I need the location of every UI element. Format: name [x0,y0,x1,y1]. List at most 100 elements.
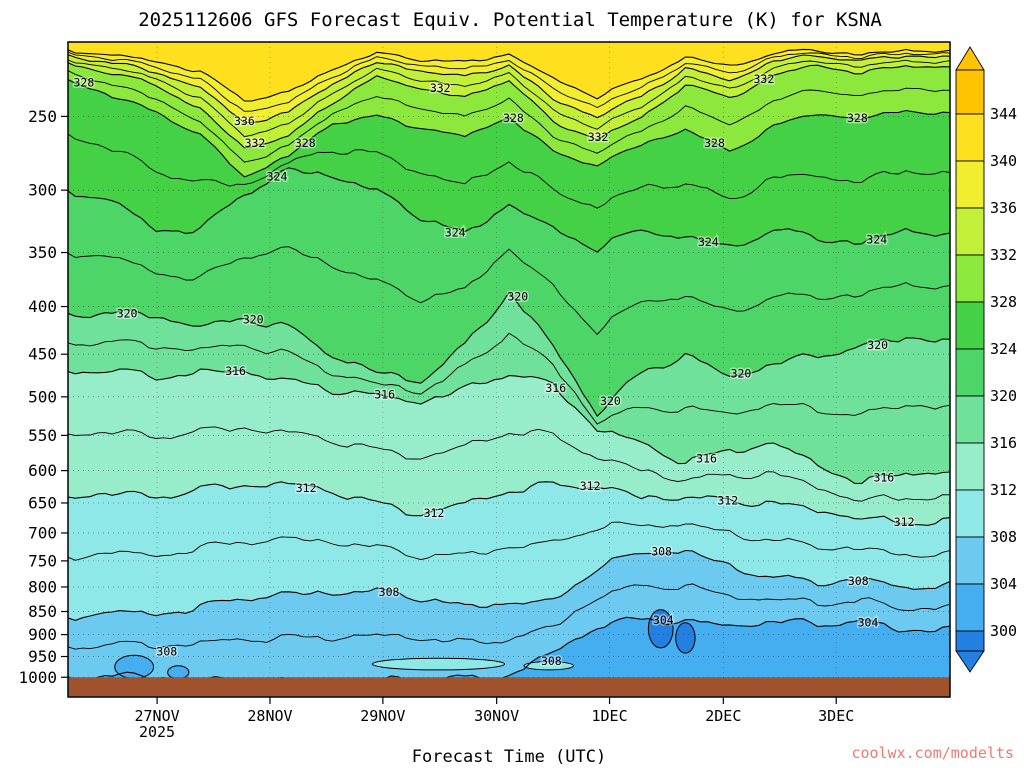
contour-label-304: 304 [858,615,879,629]
contour-label-320: 320 [117,307,138,321]
contour-label-328: 328 [847,111,868,125]
contour-label-308: 308 [848,574,869,588]
contour-label-312: 312 [580,479,601,493]
colorbar-segment [955,254,985,303]
y-tick-label: 700 [28,523,57,542]
contour-label-328: 328 [704,136,725,150]
plot-frame [67,41,951,698]
contour-label-328: 328 [73,76,94,90]
colorbar-tick-label: 300 [990,622,1017,640]
x-tick-label: 30NOV [474,707,519,725]
plot-area: 328 328 328 328 328 336 332 332 332 332 324 324 324 3… [68,42,950,697]
colorbar-segment [955,442,985,491]
x-axis-year-label: 2025 [139,723,175,741]
x-axis-label: Forecast Time (UTC) [412,747,606,767]
y-tick-label: 750 [28,551,57,570]
contour-label-312: 312 [424,506,445,520]
contour-label-332: 332 [588,130,609,144]
contour-label-324: 324 [866,233,887,247]
contour-pockets [114,609,696,680]
fill-band-above-340 [68,42,950,101]
contour-line-308 [68,549,950,621]
y-tick-label: 850 [28,602,57,621]
contour-label-308: 308 [541,654,562,668]
contour-label-304: 304 [653,613,674,627]
contour-line-330 [68,70,950,163]
contour-pocket [371,657,506,671]
y-tick-label: 950 [28,647,57,666]
contour-label-328: 328 [295,136,316,150]
contour-label-312: 312 [894,515,915,529]
contour-label-332: 332 [245,136,266,150]
contour-label-332: 332 [754,72,775,86]
contour-label-332: 332 [430,81,451,95]
y-tick-label: 300 [28,181,57,200]
colorbar-segment [955,301,985,350]
contour-pocket [523,661,574,671]
colorbar-tick-label: 308 [990,528,1017,546]
contour-label-324: 324 [698,235,719,249]
colorbar-tick-label: 320 [990,387,1017,405]
x-tick-label: 3DEC [818,707,854,725]
colorbar: 344 340 336 332 328 324 320 316 312 308 304 300 [955,46,1017,673]
contour-line-320 [68,291,950,417]
colorbar-tick-label: 312 [990,481,1017,499]
contour-line-310 [68,521,950,561]
chart-title: 2025112606 GFS Forecast Equiv. Potential… [138,9,882,31]
y-tick-label: 350 [28,243,57,262]
colorbar-tick-label: 340 [990,152,1017,170]
contour-label-324: 324 [267,169,288,183]
contour-label-316: 316 [374,387,395,401]
contour-label-328: 328 [503,111,524,125]
colorbar-segment [955,583,985,632]
x-tick-label: 27NOV [135,707,180,725]
axes: 250 300 350 400 450 500 550 600 650 700 750 800 850 9… [18,41,951,725]
contour-line-312 [68,481,950,526]
y-tick-label: 600 [28,461,57,480]
contour-pocket [114,654,155,679]
contour-label-320: 320 [600,394,621,408]
contour-label-308: 308 [651,545,672,559]
colorbar-tick-label: 304 [990,575,1017,593]
y-tick-label: 800 [28,577,57,596]
x-tick-label: 1DEC [591,707,627,725]
colorbar-segment [955,113,985,162]
y-tick-label: 1000 [18,668,57,687]
contour-label-316: 316 [545,381,566,395]
colorbar-segment [955,489,985,538]
contour-label-316: 316 [696,451,717,465]
colorbar-segment [955,160,985,209]
contour-label-316: 316 [873,470,894,484]
y-tick-label: 400 [28,297,57,316]
colorbar-tick-label: 324 [990,340,1017,358]
contour-label-320: 320 [867,338,888,352]
colorbar-arrow-top-icon [955,46,985,71]
y-tick-label: 650 [28,493,57,512]
colorbar-tick-label: 336 [990,199,1017,217]
colorbar-tick-label: 344 [990,105,1017,123]
contour-line-316 [68,368,950,484]
y-tick-label: 900 [28,625,57,644]
y-tick-label: 450 [28,345,57,364]
colorbar-segment [955,348,985,397]
colorbar-arrow-bottom-icon [955,650,985,673]
x-tick-label: 2DEC [705,707,741,725]
colorbar-tick-label: 316 [990,434,1017,452]
contour-line-306 [68,583,950,650]
contour-pocket [647,609,674,649]
contour-labels: 328 328 328 328 328 336 332 332 332 332 324 324 324 3… [72,71,916,670]
contour-label-336: 336 [234,114,255,128]
contour-label-312: 312 [717,493,738,507]
colorbar-segment [955,536,985,585]
contour-line-304 [68,616,950,686]
watermark: coolwx.com/modelts [851,744,1014,762]
x-tick-label: 28NOV [247,707,292,725]
contour-line-326 [68,133,950,209]
contour-line-336 [68,54,950,124]
colorbar-segment [955,395,985,444]
contour-label-320: 320 [731,367,752,381]
contour-label-324: 324 [445,225,466,239]
contour-line-332 [68,62,950,149]
